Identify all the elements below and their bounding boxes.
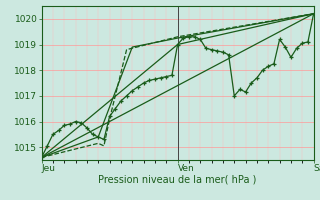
X-axis label: Pression niveau de la mer( hPa ): Pression niveau de la mer( hPa ) xyxy=(99,175,257,185)
